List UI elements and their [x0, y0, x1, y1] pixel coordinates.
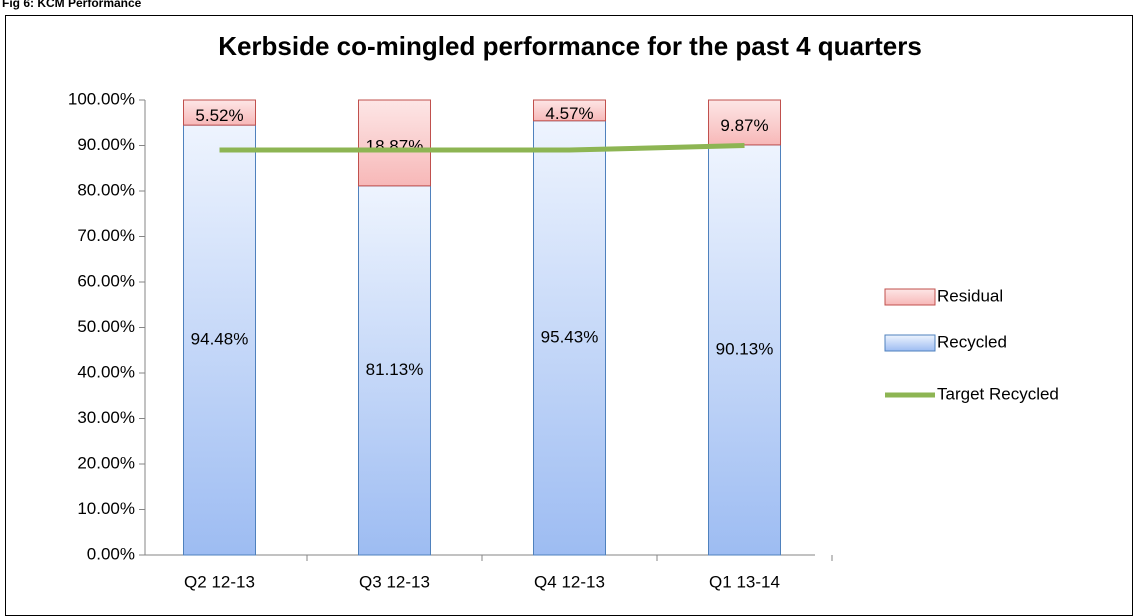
- bar-segment: [183, 99, 256, 126]
- bar-segment: [358, 99, 431, 187]
- value-label: 4.57%: [545, 104, 593, 123]
- bar-segment: [533, 99, 606, 122]
- value-label: 5.52%: [195, 106, 243, 125]
- value-label: 18.87%: [366, 136, 424, 155]
- bar-segment: [358, 185, 431, 556]
- caption: Fig 6: KCM Performance: [2, 0, 142, 10]
- legend-swatch: [884, 288, 936, 306]
- bar-segment: [533, 120, 606, 556]
- y-tick-label: 20.00%: [77, 453, 135, 472]
- y-tick-label: 60.00%: [77, 271, 135, 290]
- legend-label: Recycled: [937, 332, 1007, 351]
- x-tick-label: Q2 12-13: [184, 572, 255, 591]
- chart-title: Kerbside co-mingled performance for the …: [218, 31, 922, 61]
- y-tick-label: 10.00%: [77, 499, 135, 518]
- y-tick-label: 90.00%: [77, 135, 135, 154]
- x-tick-label: Q4 12-13: [534, 572, 605, 591]
- y-tick-label: 50.00%: [77, 317, 135, 336]
- legend-swatch: [884, 334, 936, 352]
- y-tick-label: 80.00%: [77, 180, 135, 199]
- y-tick-label: 70.00%: [77, 226, 135, 245]
- bar-segment: [708, 99, 781, 146]
- x-tick-label: Q3 12-13: [359, 572, 430, 591]
- bar-segment: [708, 144, 781, 556]
- y-tick-label: 30.00%: [77, 408, 135, 427]
- line-series: [219, 143, 745, 153]
- legend-label: Residual: [937, 286, 1003, 305]
- value-label: 90.13%: [716, 339, 774, 358]
- value-label: 81.13%: [366, 360, 424, 379]
- value-label: 94.48%: [191, 330, 249, 349]
- y-tick-label: 0.00%: [87, 544, 135, 563]
- y-tick-label: 100.00%: [68, 89, 135, 108]
- x-tick-label: Q1 13-14: [709, 572, 780, 591]
- value-label: 95.43%: [541, 327, 599, 346]
- legend-label: Target Recycled: [937, 384, 1059, 403]
- bar-segment: [183, 124, 256, 556]
- y-tick-label: 40.00%: [77, 362, 135, 381]
- value-label: 9.87%: [720, 116, 768, 135]
